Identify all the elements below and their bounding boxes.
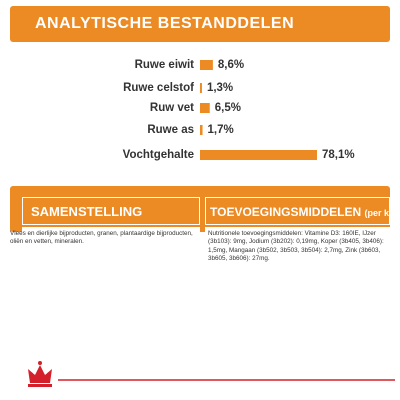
section-panel-left bbox=[22, 227, 200, 267]
bar bbox=[200, 103, 210, 113]
bar bbox=[200, 83, 202, 93]
value-label: 78,1% bbox=[322, 149, 355, 161]
value-label: 6,5% bbox=[215, 102, 241, 114]
toevoeging-text: Nutritionele toevoegingsmiddelen: Vitami… bbox=[208, 230, 384, 262]
samenstelling-text: Vlees en dierlijke bijproducten, granen,… bbox=[10, 230, 193, 246]
value-label: 8,6% bbox=[218, 59, 244, 71]
samenstelling-title: SAMENSTELLING bbox=[31, 204, 143, 219]
samenstelling-header: SAMENSTELLING bbox=[22, 197, 200, 225]
toevoeging-header: TOEVOEGINGSMIDDELEN (per kg) bbox=[205, 197, 398, 225]
chart: Ruwe eiwit 8,6% Ruwe celstof 1,3% Ruw vet 6,5… bbox=[123, 59, 355, 161]
toevoeging-unit: (per kg) bbox=[364, 208, 398, 218]
value-label: 1,7% bbox=[208, 124, 234, 136]
category-label: Ruwe celstof bbox=[123, 82, 194, 94]
bar bbox=[200, 60, 213, 70]
section-panel-right bbox=[205, 227, 390, 287]
value-label: 1,3% bbox=[207, 82, 233, 94]
chart-title: ANALYTISCHE BESTANDDELEN bbox=[35, 15, 295, 32]
toevoeging-title: TOEVOEGINGSMIDDELEN bbox=[210, 205, 362, 219]
brand-logo bbox=[28, 361, 52, 387]
category-label: Vochtgehalte bbox=[123, 149, 194, 161]
bar bbox=[200, 150, 317, 160]
footer bbox=[28, 361, 395, 387]
category-label: Ruw vet bbox=[150, 102, 194, 114]
bar bbox=[200, 125, 203, 135]
category-label: Ruwe eiwit bbox=[135, 59, 195, 71]
category-label: Ruwe as bbox=[147, 124, 194, 136]
title-banner: ANALYTISCHE BESTANDDELEN bbox=[10, 6, 390, 42]
